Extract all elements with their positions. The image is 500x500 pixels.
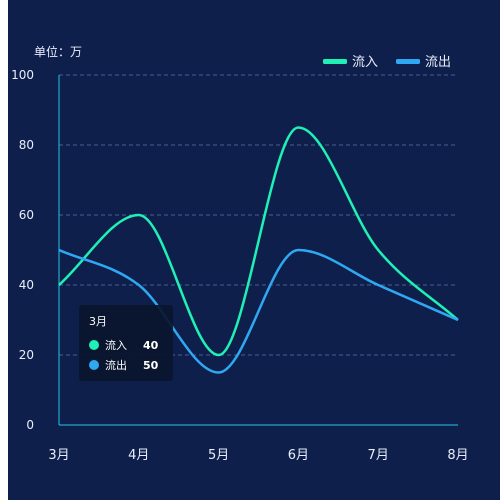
x-tick-label: 3月 xyxy=(48,448,69,463)
tooltip-outflow-value: 50 xyxy=(143,358,159,372)
unit-label: 单位：万 xyxy=(34,44,82,59)
tooltip-row-outflow: 流出 50 xyxy=(89,355,163,375)
legend[interactable]: 流入 流出 xyxy=(323,55,451,70)
outflow-line xyxy=(58,248,459,374)
x-tick-labels: 3月 4月 5月 6月 7月 8月 xyxy=(48,448,468,463)
y-tick-label: 60 xyxy=(19,208,34,222)
tooltip-inflow-name: 流入 xyxy=(105,339,127,352)
x-tick-label: 5月 xyxy=(208,448,229,463)
x-tick-label: 8月 xyxy=(447,448,468,463)
series-lines xyxy=(58,126,459,374)
y-tick-label: 40 xyxy=(19,278,34,292)
x-tick-label: 7月 xyxy=(368,448,389,463)
y-tick-label: 20 xyxy=(19,348,34,362)
legend-label[interactable]: 流入 xyxy=(352,55,378,70)
legend-label[interactable]: 流出 xyxy=(425,55,451,70)
y-tick-label: 0 xyxy=(26,418,34,432)
tooltip: 3月 流入 40 流出 50 xyxy=(79,305,173,381)
inflow-line xyxy=(58,126,459,357)
x-tick-label: 6月 xyxy=(288,448,309,463)
tooltip-inflow-value: 40 xyxy=(143,338,159,352)
tooltip-inflow-dot xyxy=(89,340,99,350)
x-tick-label: 4月 xyxy=(128,448,149,463)
legend-swatch[interactable] xyxy=(323,59,347,64)
y-tick-label: 100 xyxy=(11,68,34,82)
y-tick-labels: 0 20 40 60 80 100 xyxy=(11,68,34,432)
legend-swatch[interactable] xyxy=(396,59,420,64)
y-tick-label: 80 xyxy=(19,138,34,152)
tooltip-outflow-name: 流出 xyxy=(105,359,127,372)
tooltip-outflow-dot xyxy=(89,360,99,370)
tooltip-row-inflow: 流入 40 xyxy=(89,335,163,355)
tooltip-title: 3月 xyxy=(89,315,107,328)
